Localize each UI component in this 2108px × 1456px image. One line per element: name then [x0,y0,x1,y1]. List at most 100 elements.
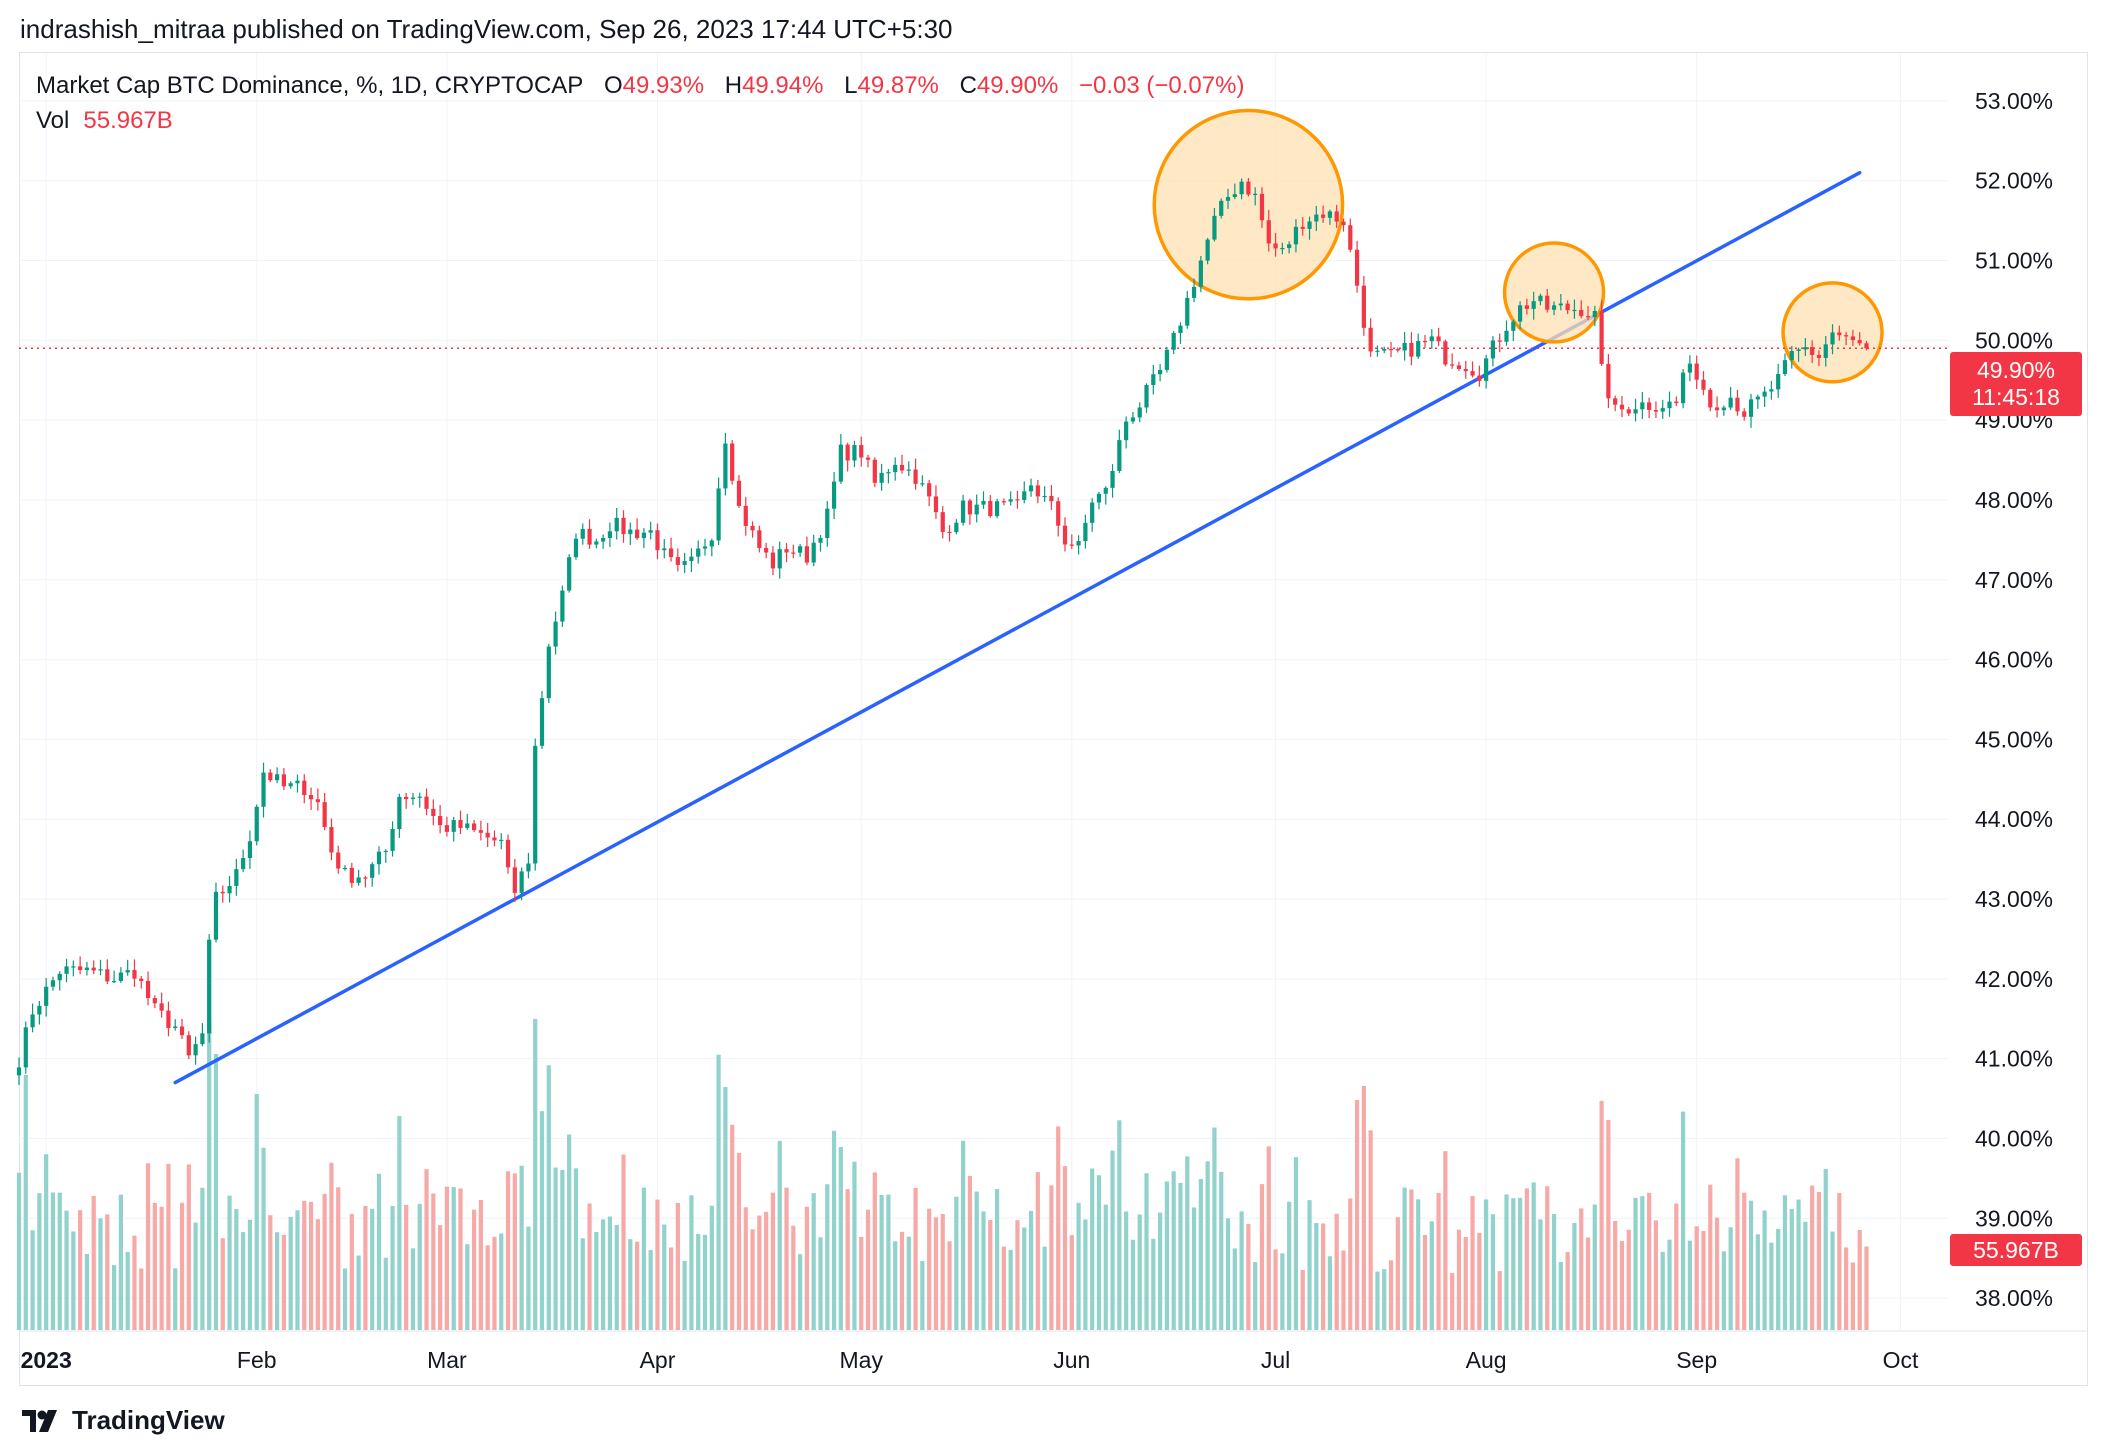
volume-bar [342,1268,348,1330]
candle-body [825,508,830,538]
volume-bar [478,1200,483,1330]
volume-bar [71,1231,76,1330]
volume-bar [44,1154,49,1330]
legend-low-label: L [844,72,858,99]
candle-body [1042,495,1047,498]
volume-bar [1022,1227,1027,1330]
candle-body [947,531,952,534]
volume-bar [1816,1192,1822,1330]
candle-body [981,501,986,505]
candle-body [1124,421,1129,441]
volume-bar [1327,1256,1333,1330]
candle-body [1477,375,1482,381]
volume-bar [349,1213,354,1330]
volume-bar [1490,1214,1496,1330]
volume-bar [743,1207,748,1330]
candle-body [336,852,341,869]
volume-bar [1416,1199,1421,1330]
volume-bar [139,1268,144,1330]
volume-bar [261,1147,266,1330]
candle-body [370,864,375,878]
candle-body [200,1033,205,1045]
volume-bar [1755,1234,1760,1330]
candle-body [539,698,545,746]
volume-bar [601,1219,606,1330]
candle-body [1484,358,1489,381]
x-tick-label: Sep [1676,1347,1717,1373]
volume-bar [1110,1150,1115,1330]
candle-body [607,531,613,538]
tradingview-logo[interactable]: TradingView [22,1405,225,1436]
candle-body [1103,487,1108,494]
volume-bar [777,1140,782,1330]
candle-body [906,469,911,471]
y-tick-label: 53.00% [1975,88,2053,114]
volume-bar [1334,1213,1339,1330]
volume-bar [1796,1199,1801,1330]
candle-body [1816,354,1822,358]
candle-body [254,806,259,842]
volume-bar [1219,1171,1224,1330]
candle-body [865,457,871,460]
chart-frame [19,52,2088,1386]
candle-body [444,825,450,832]
volume-bar [893,1241,898,1330]
candle-body [1429,336,1434,342]
volume-bar [818,1237,823,1330]
legend-symbol: Market Cap BTC Dominance, %, 1D, CRYPTOC… [36,72,584,99]
volume-bar [553,1167,558,1330]
candle-body [1782,360,1788,374]
volume-bar [961,1140,966,1330]
candle-body [886,472,891,474]
volume-bar [1157,1212,1163,1330]
volume-bar [614,1225,619,1330]
volume-bar [179,1202,185,1330]
volume-bar [1735,1158,1740,1330]
candle-body [213,891,219,940]
volume-bar [1850,1262,1856,1330]
candle-body [852,445,857,461]
candle-body [145,980,151,999]
volume-bar [852,1161,857,1330]
volume-bar [886,1194,891,1330]
volume-bar [268,1215,273,1330]
volume-bar [1137,1214,1142,1330]
x-tick-label: Jul [1261,1347,1290,1373]
volume-bar [1857,1229,1862,1330]
candle-body [1443,341,1448,365]
volume-bar [1239,1211,1244,1330]
candle-body [580,528,585,539]
volume-bar [825,1184,830,1330]
volume-bar [1748,1200,1754,1330]
candle-body [668,548,674,558]
candle-body [1803,347,1808,350]
volume-bar [295,1210,300,1330]
volume-bar [709,1205,714,1330]
volume-bar [315,1219,320,1330]
candle-body [893,464,898,473]
chart-legend: Market Cap BTC Dominance, %, 1D, CRYPTOC… [36,72,1244,100]
candle-body [50,980,56,987]
candle-body [275,774,280,781]
volume-legend: Vol 55.967B [36,107,173,135]
candle-body [1606,363,1611,399]
volume-bar [390,1206,395,1330]
volume-bar [417,1203,422,1330]
volume-bar [1212,1127,1217,1330]
volume-bar [451,1187,456,1330]
volume-bar [539,1111,545,1330]
candle-body [702,546,708,549]
volume-bar [1463,1237,1468,1330]
volume-bar [512,1173,517,1330]
candle-body [1755,396,1760,400]
candle-body [492,837,497,841]
candle-body [1008,499,1013,502]
volume-legend-label: Vol [36,107,70,134]
candle-body [451,820,456,832]
volume-bar [634,1241,640,1330]
candle-body [1334,211,1339,222]
candle-body [777,549,782,569]
volume-bar [1606,1119,1611,1330]
candle-body [1837,332,1842,336]
